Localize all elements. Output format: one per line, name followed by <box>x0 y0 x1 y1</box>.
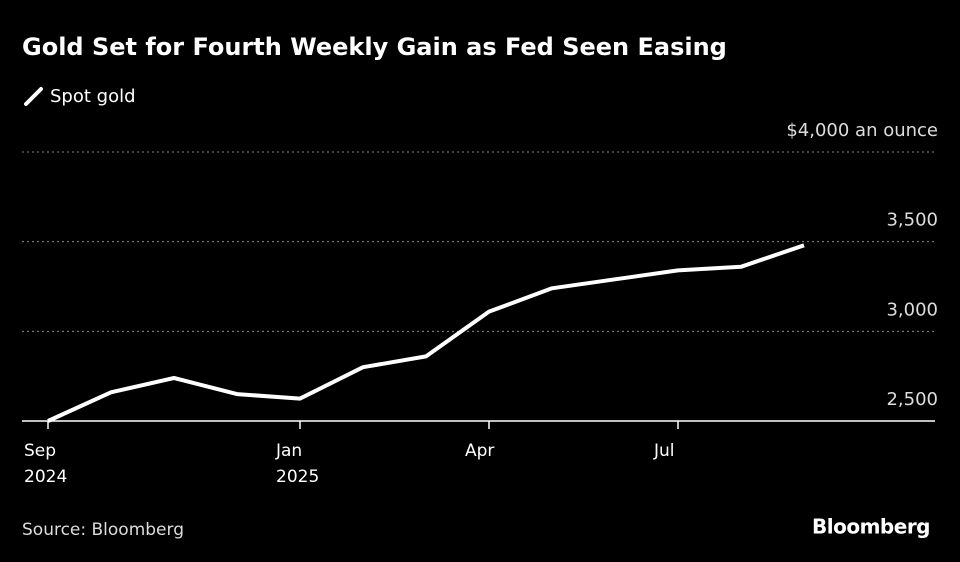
y-tick-label: $4,000 an ounce <box>786 120 938 141</box>
chart-title: Gold Set for Fourth Weekly Gain as Fed S… <box>22 33 727 61</box>
y-tick-label: 3,000 <box>886 299 938 320</box>
legend-swatch <box>24 87 43 106</box>
line-series <box>47 243 805 423</box>
x-tick-label: Jan 2025 <box>276 441 320 487</box>
x-tick-label: Apr <box>465 441 495 461</box>
x-tick-label: Jul <box>654 441 675 461</box>
legend-label: Spot gold <box>50 86 136 107</box>
source: Source: Bloomberg <box>22 520 184 540</box>
y-tick-label: 2,500 <box>886 389 938 410</box>
y-tick-label: 3,500 <box>886 210 938 231</box>
x-tick-label: Sep 2024 <box>24 441 68 487</box>
brand: Bloomberg <box>812 515 930 539</box>
